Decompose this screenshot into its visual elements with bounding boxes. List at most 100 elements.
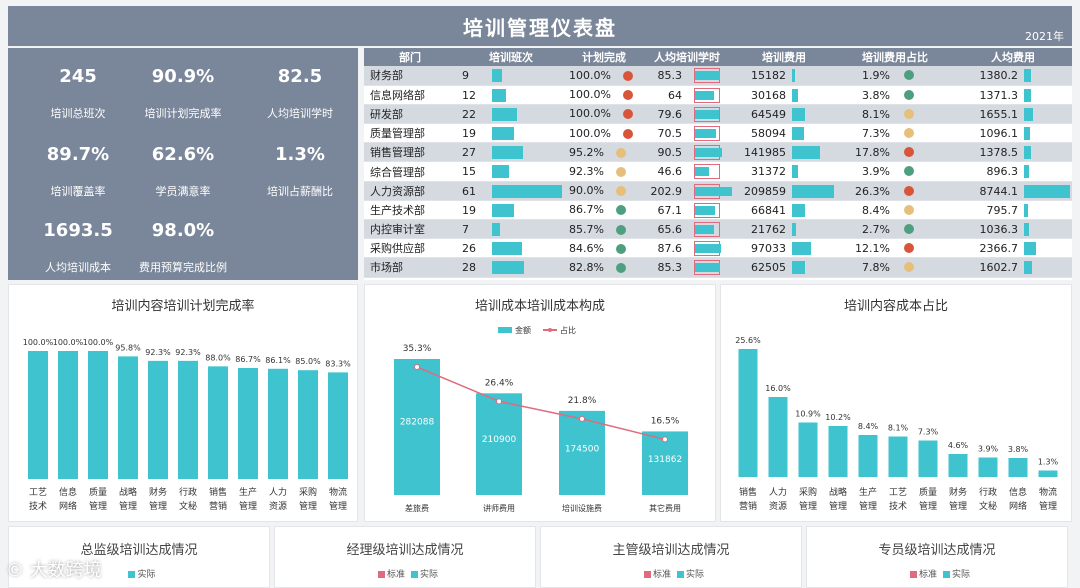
bar bbox=[298, 370, 318, 479]
hours-cell: 202.9 bbox=[642, 181, 755, 201]
cost-cell: 62505 bbox=[732, 257, 836, 278]
tick-label: 资源 bbox=[769, 501, 787, 512]
share-value: 8.4% bbox=[862, 203, 890, 217]
panel-legend: 标准 实际 bbox=[807, 567, 1067, 580]
bar bbox=[858, 435, 878, 477]
cost-bar bbox=[792, 146, 821, 160]
hours-bar bbox=[695, 148, 722, 158]
table-row: 信息网络部 12 100.0% 64 30168 3.8% 1371.3 bbox=[364, 85, 1072, 105]
share-value: 7.3% bbox=[862, 127, 890, 141]
hours-box bbox=[694, 106, 720, 122]
dept-cell: 财务部 bbox=[364, 66, 456, 86]
column-header: 培训费用占比 bbox=[836, 48, 954, 66]
bar bbox=[118, 356, 138, 479]
hours-bar bbox=[695, 263, 721, 273]
data-label: 100.0% bbox=[83, 338, 114, 347]
data-label: 16.0% bbox=[765, 384, 791, 393]
cost-value: 31372 bbox=[751, 165, 786, 179]
share-value: 3.8% bbox=[862, 88, 890, 102]
hours-value: 87.6 bbox=[657, 242, 683, 256]
data-label: 282088 bbox=[400, 417, 435, 427]
per-capita-bar bbox=[1024, 203, 1029, 217]
kpi-card: 62.6% 学员满意率 bbox=[125, 144, 241, 199]
line-point bbox=[496, 398, 502, 405]
data-label: 92.3% bbox=[175, 348, 201, 357]
classes-value: 7 bbox=[462, 223, 469, 236]
table-row: 研发部 22 100.0% 79.6 64549 8.1% 1655.1 bbox=[364, 104, 1072, 125]
tick-label: 管理 bbox=[799, 500, 817, 512]
kpi-value: 1693.5 bbox=[43, 220, 113, 241]
chart-title: 培训内容培训计划完成率 bbox=[111, 299, 255, 314]
chart-title: 培训成本培训成本构成 bbox=[474, 299, 605, 314]
hours-box bbox=[694, 202, 720, 218]
legend-marker bbox=[548, 328, 552, 332]
data-label: 10.2% bbox=[825, 413, 851, 422]
bar bbox=[476, 393, 522, 495]
data-label: 100.0% bbox=[53, 338, 84, 347]
hours-value: 70.5 bbox=[657, 127, 683, 141]
bar bbox=[738, 349, 758, 477]
status-dot-icon bbox=[622, 128, 633, 139]
share-cell: 3.9% bbox=[836, 161, 954, 182]
classes-value: 27 bbox=[462, 146, 476, 160]
table-row: 财务部 9 100.0% 85.3 15182 1.9% 1380.2 bbox=[364, 66, 1072, 86]
hours-bar bbox=[695, 129, 716, 139]
classes-value: 61 bbox=[462, 184, 476, 198]
cost-bar bbox=[792, 107, 805, 121]
hours-bar bbox=[695, 186, 755, 196]
completion-value: 82.8% bbox=[569, 260, 604, 274]
tick-label: 质量 bbox=[89, 486, 107, 498]
data-label: 85.0% bbox=[295, 357, 321, 366]
bar bbox=[328, 372, 348, 479]
bar bbox=[88, 351, 108, 479]
kpi-value: 62.6% bbox=[151, 144, 215, 165]
tick-label: 战略 bbox=[119, 486, 137, 498]
cost-value: 62505 bbox=[751, 261, 786, 275]
tick-label: 网络 bbox=[59, 500, 77, 512]
cost-bar bbox=[792, 242, 812, 256]
status-dot-icon bbox=[904, 166, 914, 177]
share-cell: 2.7% bbox=[836, 219, 954, 240]
kpi-card: 82.5 人均培训学时 bbox=[242, 66, 358, 121]
kpi-label: 人均培训学时 bbox=[267, 107, 333, 120]
classes-value: 28 bbox=[462, 261, 476, 275]
hours-bar bbox=[695, 205, 715, 215]
classes-bar bbox=[492, 127, 514, 141]
bar bbox=[268, 368, 288, 479]
tick-label: 技术 bbox=[29, 500, 47, 512]
kpi-panel: 245 培训总班次 90.9% 培训计划完成率 82.5 人均培训学时 89.7% 培训覆盖率… bbox=[8, 48, 358, 280]
bar bbox=[208, 366, 228, 479]
panel-legend: 标准 实际 bbox=[275, 567, 535, 580]
cost-value: 21762 bbox=[751, 223, 786, 236]
tick-label: 财务 bbox=[949, 486, 967, 498]
tick-label: 采购 bbox=[299, 486, 317, 498]
tick-label: 讲师费用 bbox=[483, 503, 515, 513]
cost-bar bbox=[792, 165, 799, 179]
classes-bar bbox=[492, 107, 518, 121]
kpi-value: 90.9% bbox=[151, 66, 215, 87]
cost-cell: 97033 bbox=[732, 238, 836, 259]
hours-cell: 85.3 bbox=[642, 257, 732, 278]
tick-label: 人力 bbox=[269, 486, 287, 498]
cost-bar bbox=[792, 184, 834, 198]
completion-cell: 86.7% bbox=[566, 200, 642, 221]
legend-label: 标准 bbox=[386, 570, 405, 580]
classes-value: 19 bbox=[462, 203, 476, 217]
year-label: 2021年 bbox=[1025, 30, 1064, 43]
data-label: 88.0% bbox=[205, 353, 231, 362]
kpi-card: 89.7% 培训覆盖率 bbox=[20, 144, 136, 199]
classes-value: 15 bbox=[462, 165, 476, 179]
line-point bbox=[662, 436, 668, 443]
hours-value: 85.3 bbox=[657, 261, 683, 275]
bar bbox=[148, 360, 168, 479]
share-cell: 8.1% bbox=[836, 104, 954, 125]
tick-label: 管理 bbox=[299, 500, 317, 512]
bar bbox=[918, 440, 938, 477]
data-label: 174500 bbox=[565, 444, 600, 454]
tick-label: 管理 bbox=[119, 500, 137, 512]
share-value: 7.8% bbox=[862, 261, 890, 275]
share-cell: 17.8% bbox=[836, 142, 954, 163]
tick-label: 差旅费 bbox=[405, 503, 429, 513]
status-dot-icon bbox=[904, 70, 914, 80]
completion-cell: 85.7% bbox=[566, 219, 642, 240]
